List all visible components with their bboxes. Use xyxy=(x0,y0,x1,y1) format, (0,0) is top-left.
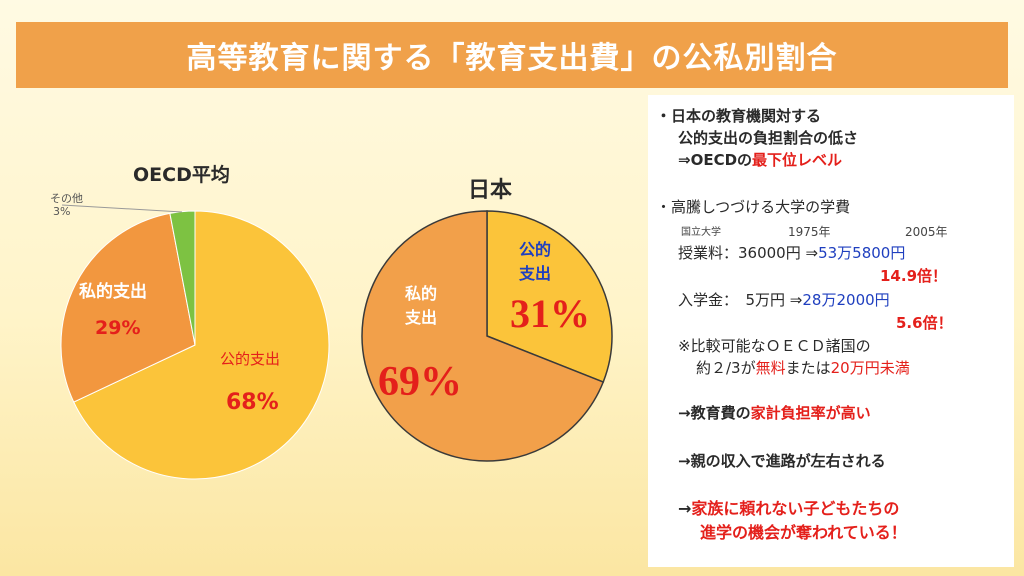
japan-public-label-1: 公的 xyxy=(519,240,552,259)
oecd-other-value: 3% xyxy=(53,205,71,218)
pie-charts xyxy=(60,204,613,480)
oecd-other-slice xyxy=(169,210,196,346)
p1-line3-prefix: ⇒OECDの xyxy=(678,151,753,169)
arrow-1-b: 家計負担率が高い xyxy=(750,404,871,422)
oecd-public-label: 公的支出 xyxy=(220,350,281,368)
p1-line2: 公的支出の負担割合の低さ xyxy=(678,129,859,147)
japan-chart-title: 日本 xyxy=(468,178,513,203)
p1-line3-highlight: 最下位レベル xyxy=(752,151,843,169)
entrance-row: 入学金： 5万円 ⇒28万2000円 xyxy=(678,289,890,310)
p1-line1: ・日本の教育機関対する xyxy=(656,107,822,125)
note-l2-c: または xyxy=(785,359,831,377)
col-year-1975: 1975年 xyxy=(788,225,831,239)
oecd-public-value: 68% xyxy=(226,390,279,415)
title-bar: 高等教育に関する「教育支出費」の公私別割合 xyxy=(16,22,1008,88)
japan-public-slice xyxy=(486,210,613,383)
note-l2-under: 20万円未満 xyxy=(830,359,910,377)
oecd-public-slice xyxy=(73,210,330,480)
japan-private-value: 69% xyxy=(378,359,462,405)
oecd-private-label: 私的支出 xyxy=(79,282,147,302)
tuition-label: 授業料：36000円 ⇒ xyxy=(678,244,819,262)
other-leader-line xyxy=(61,204,183,213)
col-year-2005: 2005年 xyxy=(905,225,948,239)
col-label-national: 国立大学 xyxy=(681,227,721,238)
page-title: 高等教育に関する「教育支出費」の公私別割合 xyxy=(186,41,838,76)
japan-private-slice xyxy=(361,210,605,462)
arrow-1: →教育費の家計負担率が高い xyxy=(678,402,871,423)
p1-line3: ⇒OECDの最下位レベル xyxy=(678,149,842,170)
tuition-row: 授業料：36000円 ⇒53万5800円 xyxy=(678,242,905,263)
arrow-1-a: →教育費の xyxy=(678,404,751,422)
entrance-2005: 28万2000円 xyxy=(802,291,890,309)
tuition-2005: 53万5800円 xyxy=(818,244,906,262)
entrance-label: 入学金： 5万円 ⇒ xyxy=(678,291,803,309)
p2-heading: ・高騰しつづける大学の学費 xyxy=(656,198,851,216)
tuition-multiplier: 14.9倍！ xyxy=(880,267,948,285)
japan-public-label-2: 支出 xyxy=(519,264,552,283)
japan-private-label-1: 私的 xyxy=(405,284,438,303)
arrow-3-line2: 進学の機会が奪われている！ xyxy=(700,523,907,542)
japan-public-value: 31% xyxy=(510,291,590,336)
note-l2-free: 無料 xyxy=(755,359,786,377)
entrance-multiplier: 5.6倍！ xyxy=(896,314,953,332)
note-line1: ※比較可能なＯＥＣＤ諸国の xyxy=(678,337,871,355)
arrow-2: →親の収入で進路が左右される xyxy=(678,452,886,470)
oecd-chart-title: OECD平均 xyxy=(133,164,230,186)
oecd-private-value: 29% xyxy=(95,317,141,339)
oecd-private-slice xyxy=(60,212,196,403)
arrow-3-a: → xyxy=(678,499,692,518)
arrow-3-b: 家族に頼れない子どもたちの xyxy=(691,499,900,518)
arrow-3: →家族に頼れない子どもたちの xyxy=(678,495,899,519)
note-l2-a: 約２/3が xyxy=(696,359,756,377)
japan-private-label-2: 支出 xyxy=(405,308,438,327)
info-panel: ・日本の教育機関対する 公的支出の負担割合の低さ ⇒OECDの最下位レベル ・高… xyxy=(648,95,1014,567)
oecd-other-label: その他 xyxy=(50,192,83,205)
note-line2: 約２/3が無料または20万円未満 xyxy=(696,357,910,378)
japan-pie-chart xyxy=(361,210,613,462)
oecd-pie-chart xyxy=(60,210,330,480)
